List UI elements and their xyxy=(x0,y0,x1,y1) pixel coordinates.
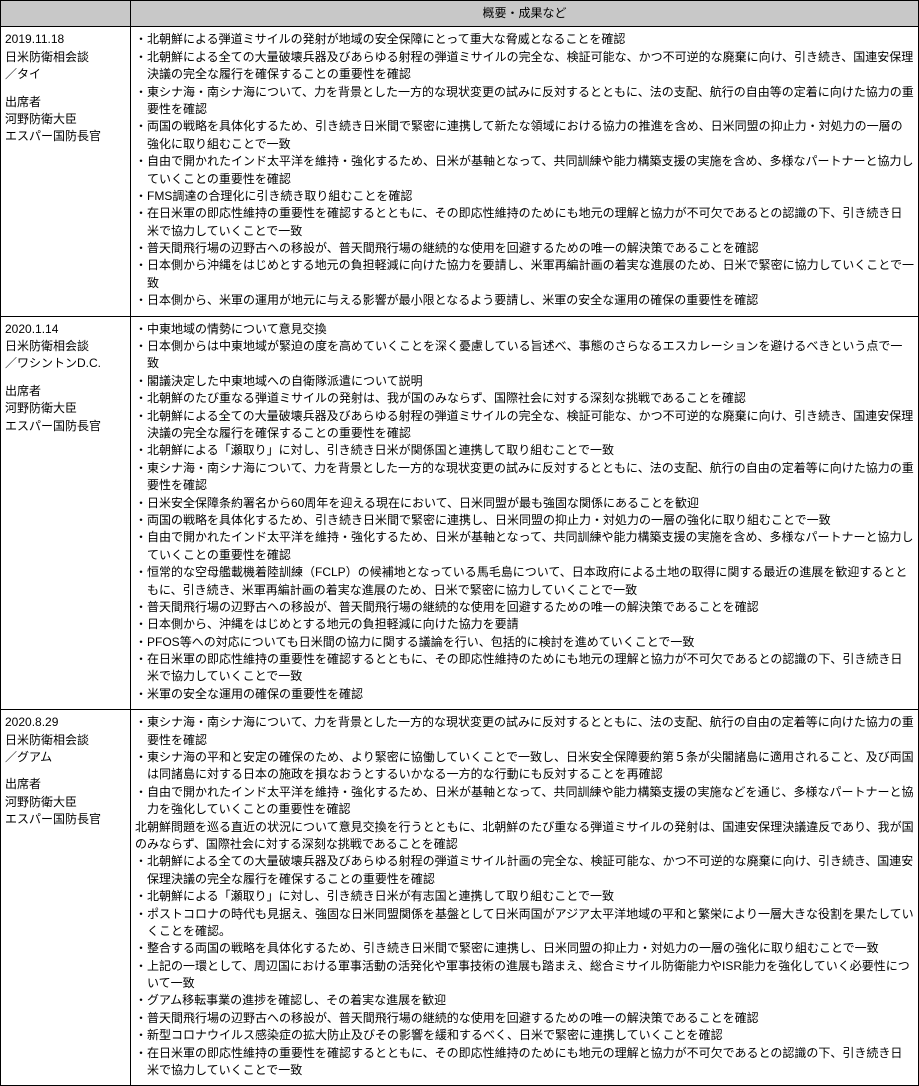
summary-cell: 東シナ海・南シナ海について、力を背景とした一方的な現状変更の試みに反対するととも… xyxy=(131,710,919,1086)
meeting-date: 2020.8.29 xyxy=(5,714,126,731)
meeting-title: 日米防衛相会談 xyxy=(5,49,126,66)
header-right: 概要・成果など xyxy=(131,1,919,27)
attendee: エスパー国防長官 xyxy=(5,811,126,828)
attendee: エスパー国防長官 xyxy=(5,128,126,145)
meeting-title: 日米防衛相会談 xyxy=(5,338,126,355)
bullet-item: 日本側からは中東地域が緊迫の度を高めていくことを深く憂慮している旨述べ、事態のさ… xyxy=(135,338,914,373)
table-row: 2019.11.18日米防衛相会談／タイ出席者河野防衛大臣エスパー国防長官北朝鮮… xyxy=(1,27,919,316)
bullet-list: 中東地域の情勢について意見交換日本側からは中東地域が緊迫の度を高めていくことを深… xyxy=(135,321,914,704)
bullet-item: グアム移転事業の進捗を確認し、その着実な進展を歓迎 xyxy=(135,992,914,1009)
meeting-info-cell: 2020.8.29日米防衛相会談／グアム出席者河野防衛大臣エスパー国防長官 xyxy=(1,710,131,1086)
bullet-item: 日本側から沖縄をはじめとする地元の負担軽減に向けた協力を要請し、米軍再編計画の着… xyxy=(135,257,914,292)
summary-cell: 北朝鮮による弾道ミサイルの発射が地域の安全保障にとって重大な脅威となることを確認… xyxy=(131,27,919,316)
bullet-item: 閣議決定した中東地域への自衛隊派遣について説明 xyxy=(135,373,914,390)
bullet-item: 北朝鮮のたび重なる弾道ミサイルの発射は、我が国のみならず、国際社会に対する深刻な… xyxy=(135,390,914,407)
meeting-date: 2020.1.14 xyxy=(5,321,126,338)
bullet-item: 北朝鮮による「瀬取り」に対し、引き続き日米が関係国と連携して取り組むことで一致 xyxy=(135,442,914,459)
bullet-item: 両国の戦略を具体化するため、引き続き日米間で緊密に連携して新たな領域における協力… xyxy=(135,118,914,153)
attendees-label: 出席者 xyxy=(5,383,126,400)
table-row: 2020.8.29日米防衛相会談／グアム出席者河野防衛大臣エスパー国防長官東シナ… xyxy=(1,710,919,1086)
bullet-item: 在日米軍の即応性維持の重要性を確認するとともに、その即応性維持のためにも地元の理… xyxy=(135,651,914,686)
bullet-item: 中東地域の情勢について意見交換 xyxy=(135,321,914,338)
attendees-label: 出席者 xyxy=(5,94,126,111)
bullet-item: 北朝鮮による全ての大量破壊兵器及びあらゆる射程の弾道ミサイル計画の完全な、検証可… xyxy=(135,853,914,888)
bullet-item: 普天間飛行場の辺野古への移設が、普天間飛行場の継続的な使用を回避するための唯一の… xyxy=(135,599,914,616)
attendee: 河野防衛大臣 xyxy=(5,400,126,417)
meeting-location: ／タイ xyxy=(5,66,126,83)
bullet-item: 北朝鮮による全ての大量破壊兵器及びあらゆる射程の弾道ミサイルの完全な、検証可能な… xyxy=(135,49,914,84)
bullet-item: 自由で開かれたインド太平洋を維持・強化するため、日米が基軸となって、共同訓練や能… xyxy=(135,529,914,564)
bullet-item: 普天間飛行場の辺野古への移設が、普天間飛行場の継続的な使用を回避するための唯一の… xyxy=(135,240,914,257)
summary-table: 概要・成果など 2019.11.18日米防衛相会談／タイ出席者河野防衛大臣エスパ… xyxy=(0,0,919,1086)
meeting-location: ／ワシントンD.C. xyxy=(5,355,126,372)
bullet-item: 北朝鮮による「瀬取り」に対し、引き続き日米が有志国と連携して取り組むことで一致 xyxy=(135,888,914,905)
bullet-item: FMS調達の合理化に引き続き取り組むことを確認 xyxy=(135,188,914,205)
bullet-item: 整合する両国の戦略を具体化するため、引き続き日米間で緊密に連携し、日米同盟の抑止… xyxy=(135,940,914,957)
bullet-item: 新型コロナウイルス感染症の拡大防止及びその影響を緩和するべく、日米で緊密に連携し… xyxy=(135,1027,914,1044)
bullet-item: 日本側から、米軍の運用が地元に与える影響が最小限となるよう要請し、米軍の安全な運… xyxy=(135,292,914,309)
bullet-item: 上記の一環として、周辺国における軍事活動の活発化や軍事技術の進展も踏まえ、総合ミ… xyxy=(135,958,914,993)
bullet-item: 恒常的な空母艦載機着陸訓練（FCLP）の候補地となっている馬毛島について、日本政… xyxy=(135,564,914,599)
bullet-list: 北朝鮮による弾道ミサイルの発射が地域の安全保障にとって重大な脅威となることを確認… xyxy=(135,31,914,309)
table-row: 2020.1.14日米防衛相会談／ワシントンD.C. 出席者河野防衛大臣エスパー国… xyxy=(1,316,919,710)
bullet-item: 北朝鮮による弾道ミサイルの発射が地域の安全保障にとって重大な脅威となることを確認 xyxy=(135,31,914,48)
bullet-item: 東シナ海・南シナ海について、力を背景とした一方的な現状変更の試みに反対するととも… xyxy=(135,714,914,749)
bullet-item: PFOS等への対応についても日米間の協力に関する議論を行い、包括的に検討を進めて… xyxy=(135,634,914,651)
bullet-item: 日本側から、沖縄をはじめとする地元の負担軽減に向けた協力を要請 xyxy=(135,616,914,633)
bullet-item: 日米安全保障条約署名から60周年を迎える現在において、日米同盟が最も強固な関係に… xyxy=(135,495,914,512)
header-left xyxy=(1,1,131,27)
meeting-info-cell: 2019.11.18日米防衛相会談／タイ出席者河野防衛大臣エスパー国防長官 xyxy=(1,27,131,316)
bullet-item: 自由で開かれたインド太平洋を維持・強化するため、日米が基軸となって、共同訓練や能… xyxy=(135,153,914,188)
summary-cell: 中東地域の情勢について意見交換日本側からは中東地域が緊迫の度を高めていくことを深… xyxy=(131,316,919,710)
bullet-item: 東シナ海・南シナ海について、力を背景とした一方的な現状変更の試みに反対するととも… xyxy=(135,460,914,495)
bullet-item: 在日米軍の即応性維持の重要性を確認するとともに、その即応性維持のためにも地元の理… xyxy=(135,205,914,240)
attendee: エスパー国防長官 xyxy=(5,418,126,435)
bullet-item: 北朝鮮による全ての大量破壊兵器及びあらゆる射程の弾道ミサイルの完全な、検証可能な… xyxy=(135,408,914,443)
bullet-item: 東シナ海・南シナ海について、力を背景とした一方的な現状変更の試みに反対するととも… xyxy=(135,84,914,119)
paragraph-item: 北朝鮮問題を巡る直近の状況について意見交換を行うとともに、北朝鮮のたび重なる弾道… xyxy=(135,819,914,854)
meeting-info-cell: 2020.1.14日米防衛相会談／ワシントンD.C. 出席者河野防衛大臣エスパー国… xyxy=(1,316,131,710)
attendee: 河野防衛大臣 xyxy=(5,111,126,128)
attendee: 河野防衛大臣 xyxy=(5,794,126,811)
bullet-item: 在日米軍の即応性維持の重要性を確認するとともに、その即応性維持のためにも地元の理… xyxy=(135,1045,914,1080)
bullet-item: 自由で開かれたインド太平洋を維持・強化するため、日米が基軸となって、共同訓練や能… xyxy=(135,784,914,819)
bullet-item: 米軍の安全な運用の確保の重要性を確認 xyxy=(135,686,914,703)
bullet-item: ポストコロナの時代も見据え、強固な日米同盟関係を基盤として日米両国がアジア太平洋… xyxy=(135,906,914,941)
meeting-location: ／グアム xyxy=(5,749,126,766)
table-body: 2019.11.18日米防衛相会談／タイ出席者河野防衛大臣エスパー国防長官北朝鮮… xyxy=(1,27,919,1086)
attendees-label: 出席者 xyxy=(5,776,126,793)
bullet-list: 東シナ海・南シナ海について、力を背景とした一方的な現状変更の試みに反対するととも… xyxy=(135,714,914,1079)
bullet-item: 普天間飛行場の辺野古への移設が、普天間飛行場の継続的な使用を回避するための唯一の… xyxy=(135,1010,914,1027)
meeting-title: 日米防衛相会談 xyxy=(5,732,126,749)
meeting-date: 2019.11.18 xyxy=(5,31,126,48)
bullet-item: 東シナ海の平和と安定の確保のため、より緊密に協働していくことで一致し、日米安全保… xyxy=(135,749,914,784)
bullet-item: 両国の戦略を具体化するため、引き続き日米間で緊密に連携し、日米同盟の抑止力・対処… xyxy=(135,512,914,529)
